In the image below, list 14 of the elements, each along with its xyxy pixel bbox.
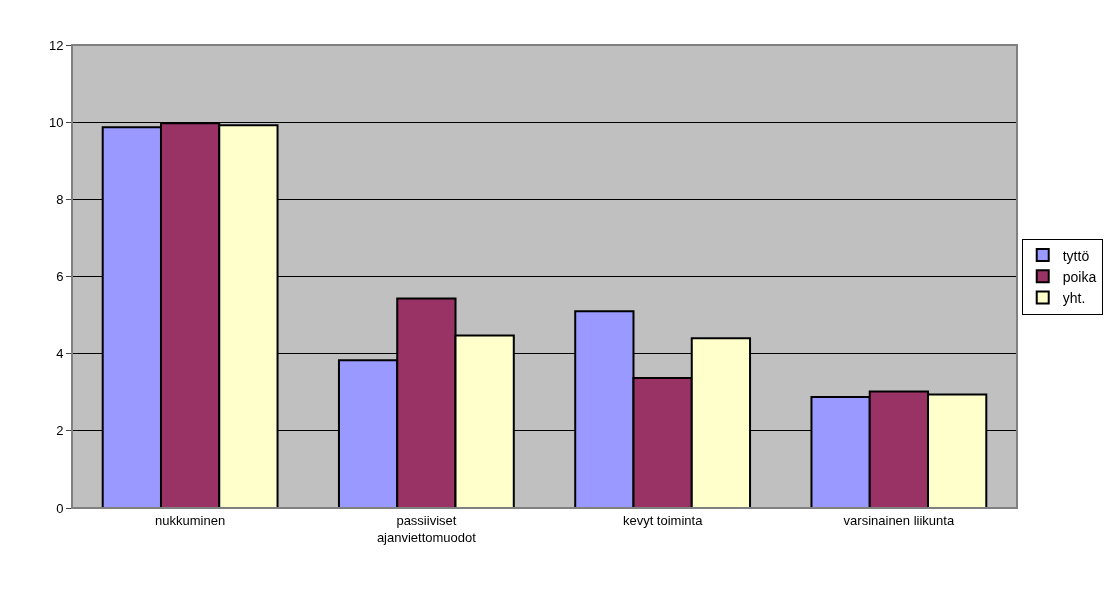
x-tick-label: varsinainen liikunta	[843, 512, 955, 528]
legend-label: poika	[1062, 268, 1097, 285]
y-tick-label: 6	[56, 269, 64, 285]
x-tick-label: kevyt toiminta	[622, 512, 704, 528]
y-tick-label: 0	[56, 500, 64, 516]
y-tick-label: 8	[56, 191, 64, 207]
y-tick-label: 2	[56, 423, 64, 439]
legend-label: yht.	[1062, 289, 1086, 306]
x-tick-label: nukkuminen	[155, 512, 226, 528]
y-tick-label: 4	[56, 346, 64, 362]
x-tick-label: passiiviset ajanviettomuodot	[376, 512, 477, 545]
y-tick-label: 12	[48, 37, 64, 53]
legend-label: tyttö	[1062, 247, 1090, 264]
y-tick-label: 10	[48, 114, 64, 130]
